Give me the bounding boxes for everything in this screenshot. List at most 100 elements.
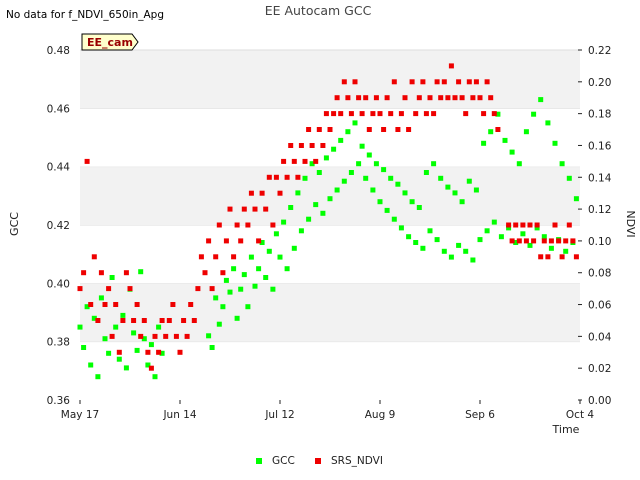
gcc-point <box>327 196 333 202</box>
gcc-point <box>113 324 119 330</box>
gcc-point <box>259 240 265 245</box>
y-tick-right-label: 0.18 <box>588 109 611 121</box>
ndvi-point <box>541 238 547 244</box>
grid-band <box>80 108 580 167</box>
ndvi-point <box>245 222 251 228</box>
y-tick-right-label: 0.14 <box>588 172 612 184</box>
ndvi-point <box>481 111 487 117</box>
gcc-point <box>334 187 340 193</box>
gcc-point <box>534 225 540 231</box>
gcc-point <box>416 205 422 210</box>
ndvi-point <box>473 79 479 85</box>
ndvi-point <box>109 333 115 339</box>
ndvi-point <box>523 238 529 244</box>
gcc-point <box>459 199 465 205</box>
gcc-point <box>452 190 458 196</box>
gcc-point <box>352 120 358 126</box>
ndvi-point <box>284 174 290 180</box>
ndvi-point <box>177 349 183 355</box>
ndvi-point <box>195 286 201 292</box>
gcc-point <box>445 184 451 190</box>
legend-label-ndvi: SRS_NDVI <box>331 455 383 467</box>
ndvi-point <box>306 127 312 132</box>
gcc-point <box>427 228 433 234</box>
gcc-point <box>309 161 315 167</box>
gcc-point <box>341 178 347 184</box>
ndvi-point <box>548 238 554 244</box>
gcc-point <box>241 272 247 278</box>
ndvi-point <box>363 95 369 101</box>
ndvi-point <box>288 143 294 148</box>
ndvi-point <box>145 349 151 355</box>
gcc-point <box>263 275 269 280</box>
y-tick-right-label: 0.06 <box>588 300 612 312</box>
gcc-point <box>409 199 415 205</box>
ndvi-point <box>309 143 315 148</box>
ndvi-point <box>213 254 219 260</box>
ndvi-point <box>327 127 333 132</box>
ndvi-point <box>227 206 233 212</box>
ndvi-point <box>156 349 162 355</box>
ndvi-point <box>445 95 451 101</box>
ndvi-point <box>98 270 104 276</box>
y-tick-right-label: 0.20 <box>588 77 611 89</box>
ndvi-point <box>431 111 437 117</box>
ndvi-point <box>452 95 458 101</box>
ndvi-point <box>263 206 269 212</box>
ndvi-point <box>220 270 226 276</box>
gcc-point <box>488 129 494 135</box>
ndvi-point <box>231 254 237 260</box>
gcc-point <box>306 216 312 222</box>
ndvi-point <box>256 238 262 244</box>
y-tick-right-label: 0.16 <box>588 140 612 152</box>
site-label: EE_cam <box>81 33 139 51</box>
ndvi-point <box>456 79 462 85</box>
ndvi-point <box>273 174 279 180</box>
ndvi-point <box>566 222 572 228</box>
ndvi-point <box>538 254 544 260</box>
ndvi-point <box>234 222 240 228</box>
gcc-point <box>423 170 429 175</box>
gcc-point <box>213 295 219 301</box>
grid-band <box>80 225 580 284</box>
ndvi-point <box>388 111 394 117</box>
gcc-point <box>356 161 362 167</box>
ndvi-point <box>131 318 137 323</box>
gcc-point <box>502 137 508 143</box>
y-tick-left-label: 0.40 <box>47 278 70 290</box>
ndvi-point <box>377 111 383 117</box>
ndvi-point <box>95 318 101 323</box>
gcc-point <box>156 324 162 330</box>
gcc-point <box>520 231 526 237</box>
gcc-point <box>366 152 372 158</box>
gcc-point <box>348 170 354 175</box>
gcc-point <box>323 155 329 161</box>
gcc-point <box>513 240 519 245</box>
ndvi-point <box>552 222 558 228</box>
gcc-point <box>313 202 319 208</box>
scatter-points <box>77 63 579 380</box>
gcc-point <box>384 207 390 213</box>
ndvi-point <box>291 158 297 164</box>
gcc-point <box>238 286 244 292</box>
x-tick-label: Aug 9 <box>365 409 396 421</box>
ndvi-point <box>402 95 408 101</box>
gcc-point <box>123 365 129 371</box>
ndvi-point <box>352 79 358 85</box>
y-tick-right-label: 0.04 <box>588 331 612 343</box>
ndvi-point <box>152 333 158 339</box>
ndvi-point <box>184 333 190 339</box>
ndvi-point <box>466 79 472 85</box>
ndvi-point <box>413 111 419 117</box>
gcc-point <box>109 275 115 280</box>
ndvi-point <box>320 143 326 148</box>
ndvi-point <box>545 254 551 260</box>
ndvi-point <box>166 318 172 323</box>
gcc-point <box>456 242 462 248</box>
gcc-point <box>391 216 397 222</box>
gcc-point <box>106 350 112 356</box>
ndvi-point <box>395 127 401 132</box>
ndvi-point <box>381 127 387 132</box>
ndvi-point <box>438 95 444 101</box>
